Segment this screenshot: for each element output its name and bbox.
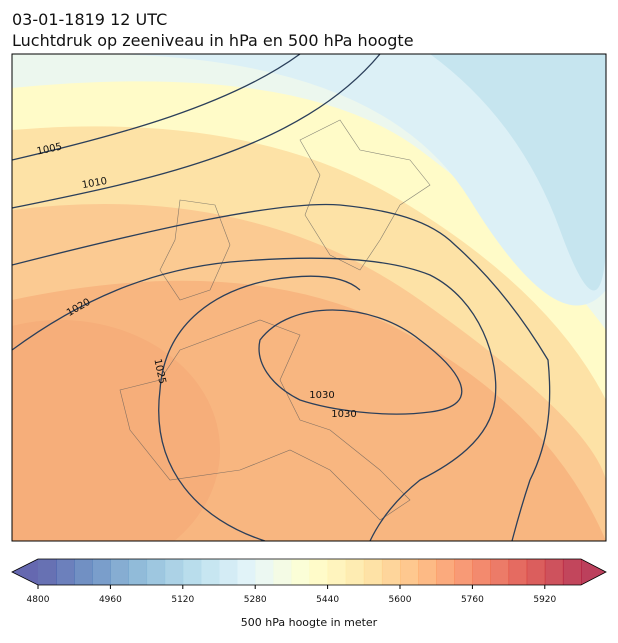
isobar-label: 1005 (36, 142, 63, 158)
colorbar-tick-label: 4960 (99, 595, 122, 605)
colorbar-segment (237, 559, 256, 585)
colorbar-tick-label: 5920 (533, 595, 556, 605)
colorbar-segment (508, 559, 528, 585)
colorbar-segment (562, 559, 582, 585)
colorbar-segment (273, 559, 292, 585)
colorbar-segment (255, 559, 274, 585)
colorbar-extend (12, 559, 38, 585)
colorbar-segment (56, 559, 75, 585)
colorbar-segment (74, 559, 93, 585)
colorbar-segment (363, 559, 383, 585)
title: 03-01-1819 12 UTC (12, 10, 167, 29)
colorbar-segment (454, 559, 473, 585)
colorbar-segment (490, 559, 510, 585)
field (430, 54, 606, 291)
colorbar-segment (38, 559, 57, 585)
colorbar-segment (436, 559, 455, 585)
colorbar-tick-label: 5760 (461, 595, 484, 605)
colorbar-segment (526, 559, 546, 585)
colorbar-segment (309, 559, 329, 585)
colorbar-segment (164, 559, 184, 585)
colorbar-segment (418, 559, 437, 585)
colorbar-tick-label: 5440 (316, 595, 339, 605)
map (12, 54, 606, 541)
isobar (158, 275, 361, 541)
colorbar-segment (146, 559, 166, 585)
coastline (119, 119, 431, 521)
field (90, 54, 606, 306)
colorbar-label: 500 hPa hoogte in meter (241, 616, 378, 629)
isobar-label: 1010 (81, 176, 108, 191)
colorbar-tick-label: 5120 (171, 595, 194, 605)
colorbar: 4800 4960 5120 5280 5440 5600 5760 5920 (11, 558, 607, 605)
colorbar-segment (291, 559, 310, 585)
colorbar-tick-label: 4800 (27, 595, 50, 605)
isobar (12, 257, 497, 541)
colorbar-segment (381, 559, 401, 585)
colorbar-frame (11, 558, 607, 586)
colorbar-segment (128, 559, 148, 585)
colorbar-segment (544, 559, 564, 585)
field (12, 320, 220, 541)
isobar (12, 203, 551, 541)
colorbar-extend (581, 559, 606, 585)
colorbar-tick-label: 5600 (389, 595, 412, 605)
colorbar-segment (200, 559, 220, 585)
colorbar-segment (345, 559, 365, 585)
isobar-label: 1030 (309, 390, 334, 401)
isobar (258, 309, 463, 415)
colorbar-segment (92, 559, 111, 585)
isobar-label: 1025 (151, 358, 167, 385)
map-frame (11, 53, 607, 542)
colorbar-tick-label: 5280 (244, 595, 267, 605)
colorbar-segment (472, 559, 491, 585)
isobar (12, 54, 381, 209)
colorbar-segment (400, 559, 419, 585)
colorbar-segment (327, 559, 347, 585)
subtitle: Luchtdruk op zeeniveau in hPa en 500 hPa… (12, 31, 414, 50)
colorbar-segment (219, 559, 238, 585)
isobar-label: 1030 (331, 409, 356, 420)
colorbar-segment (110, 559, 129, 585)
isobar (12, 54, 301, 161)
colorbar-segment (182, 559, 202, 585)
